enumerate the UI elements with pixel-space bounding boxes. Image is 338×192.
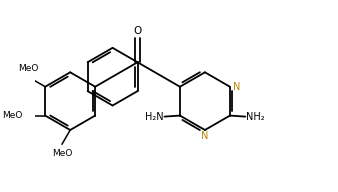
Text: O: O	[134, 26, 142, 36]
Text: N: N	[201, 131, 209, 141]
Text: MeO: MeO	[2, 111, 23, 120]
Text: MeO: MeO	[18, 64, 39, 73]
Text: MeO: MeO	[52, 149, 72, 158]
Text: NH₂: NH₂	[246, 112, 265, 122]
Text: H₂N: H₂N	[145, 112, 164, 122]
Text: N: N	[233, 82, 240, 92]
